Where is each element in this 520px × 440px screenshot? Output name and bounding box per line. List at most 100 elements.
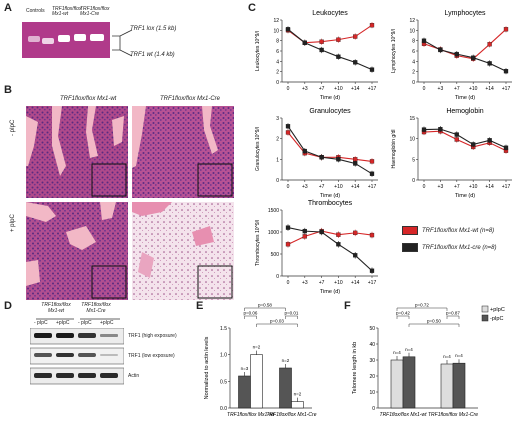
x-tick-label: +3 (302, 280, 308, 286)
y-tick-label: 500 (271, 252, 280, 258)
x-axis-label: Time (d) (455, 95, 475, 101)
blot-group-underline (36, 318, 120, 320)
p-value-label: p=0.42 (396, 311, 410, 316)
y-axis-label: Lymphocytes 10^9/l (391, 29, 397, 73)
legend-swatch-cre (402, 243, 418, 252)
series-line-1 (287, 28, 373, 71)
y-tick-label: 30 (369, 358, 375, 364)
blot-group-label-wt: TRF1flox/flox Mx1-wt (41, 302, 71, 314)
x-tick-label: TRF1flox/flox Mx1-wt (227, 412, 275, 418)
y-tick-label: 0 (372, 406, 375, 412)
n-label: n=4 (455, 353, 463, 358)
bar (291, 401, 304, 409)
gel-lane-label-mx1-cre: TRF1flox/flox Mx1-Cre (80, 6, 110, 17)
histology-image-wt-plus-pipc (26, 202, 128, 300)
x-tick-label: 0 (287, 280, 290, 286)
y-tick-label: 8 (276, 39, 279, 45)
chart-title: Thrombocytes (308, 200, 353, 207)
data-point (336, 232, 341, 237)
data-point (285, 225, 291, 230)
histology-image-wt-minus-pipc (26, 106, 128, 198)
x-axis-label: Time (d) (320, 193, 340, 199)
data-point (319, 47, 324, 53)
western-blot (30, 328, 124, 385)
legend-label-wt: TRF1flox/flox Mx1-wt (n=8) (422, 227, 495, 234)
band-label-wt: TRF1 wt (1.4 kb) (130, 52, 175, 58)
panel-label-d: D (4, 300, 12, 312)
chart-title: Hemoglobin (446, 108, 483, 115)
x-tick-label: +7 (319, 184, 325, 190)
y-axis-label: Normalized to actin levels (204, 336, 210, 399)
data-point (336, 54, 341, 59)
n-label: n=4 (405, 347, 413, 352)
blot-lane-1: - pIpC (34, 320, 48, 326)
y-tick-label: 12 (409, 18, 415, 24)
x-tick-label: +7 (454, 184, 460, 190)
data-point (302, 234, 307, 239)
x-tick-label: +14 (351, 280, 360, 286)
data-point (285, 130, 291, 135)
significance-bracket (244, 315, 257, 319)
data-point (369, 23, 375, 28)
data-point (336, 157, 341, 162)
series-line-1 (423, 128, 507, 149)
legend-item-wt: TRF1flox/flox Mx1-wt (n=8) (402, 226, 497, 235)
y-tick-label: 2 (276, 137, 279, 143)
x-tick-label: +17 (502, 86, 511, 92)
panel-label-a: A (4, 2, 12, 14)
p-value-label: p=0.87 (446, 311, 460, 316)
y-tick-label: 0 (276, 274, 279, 280)
x-tick-label: +7 (454, 86, 460, 92)
y-tick-label: 10 (369, 390, 375, 396)
significance-bracket (408, 323, 460, 327)
significance-bracket (396, 307, 448, 311)
y-tick-label: 2 (276, 70, 279, 76)
data-point (285, 124, 291, 129)
data-point (438, 47, 443, 53)
data-point (421, 127, 427, 132)
x-tick-label: TRF1flox/flox Mx1-wt (380, 412, 428, 418)
legend-label: +pIpC (490, 307, 505, 313)
y-tick-label: 6 (276, 49, 279, 55)
y-tick-label: 1 (276, 157, 279, 163)
x-tick-label: +3 (438, 184, 444, 190)
data-point (319, 229, 324, 235)
x-tick-label: +17 (368, 280, 377, 286)
data-point (454, 51, 459, 57)
x-tick-label: +3 (438, 86, 444, 92)
legend-label-cre: TRF1flox/flox Mx1-cre (n=8) (422, 244, 497, 251)
data-point (353, 230, 358, 236)
bar (238, 375, 251, 409)
y-tick-label: 0.0 (220, 406, 227, 412)
x-axis-label: Time (d) (320, 95, 340, 101)
bar (250, 354, 263, 409)
data-point (503, 145, 509, 150)
chart-granulocytes: Granulocytes 0 1 2 3 0 +3 +7 +10 +14 +17 Time (d) Gr… (255, 108, 378, 199)
bar (402, 356, 416, 409)
data-point (487, 42, 492, 47)
y-tick-label: 15 (409, 116, 415, 122)
x-tick-label: +3 (302, 184, 308, 190)
p-value-label: p=0.01 (285, 311, 299, 316)
histology-image-cre-minus-pipc (132, 106, 234, 198)
y-tick-label: 0 (276, 178, 279, 184)
data-point (471, 142, 476, 147)
data-point (353, 34, 358, 39)
p-value-label: p=0.03 (270, 319, 284, 324)
data-point (438, 127, 443, 132)
y-tick-label: 0 (412, 80, 415, 86)
x-tick-label: +3 (302, 86, 308, 92)
histology-row-label-minus-pipc: - pIpC (10, 119, 16, 136)
data-point (285, 27, 291, 32)
data-point (353, 253, 358, 258)
data-point (302, 40, 307, 45)
series-line-0 (287, 230, 373, 245)
panel-label-b: B (4, 84, 12, 96)
blot-lane-2: +pIpC (56, 320, 70, 326)
histology-row-label-plus-pipc: + pIpC (10, 214, 16, 232)
y-axis-label: Granulocytes 10^9/l (255, 127, 261, 171)
n-label: n=4 (393, 350, 401, 355)
y-tick-label: 0.5 (220, 379, 227, 385)
series-line-0 (423, 28, 507, 60)
data-point (285, 242, 291, 247)
